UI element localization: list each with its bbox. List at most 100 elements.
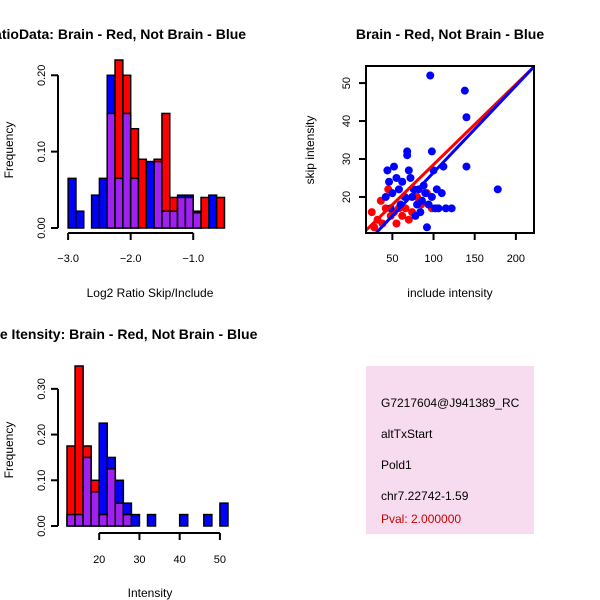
scatter-point-not-brain [426,71,435,80]
scatter-x-tick-label: 200 [507,253,525,265]
scatter-y-tick-label: 50 [341,77,353,89]
ratio_hist-bar-not-brain [208,194,218,229]
intensity_hist-bar-overlap [98,513,108,527]
scatter-point-not-brain [493,185,502,194]
scatter-fit-line-brain [366,66,534,232]
scatter-point-not-brain [421,189,430,198]
ratio-histogram-panel: RatioData: Brain - Red, Not Brain - Blue… [0,26,246,300]
info-pval: Pval: 2.000000 [381,512,461,526]
ratio_hist-bar-overlap [153,160,163,229]
scatter-x-axis-label: include intensity [407,286,492,300]
intensity_hist-bar-overlap [114,502,125,527]
ratio_hist-x-tick-label: −2.0 [120,253,142,265]
ratio_hist-x-axis-label: Log2 Ratio Skip/Include [87,286,214,300]
scatter-point-not-brain [424,200,433,209]
ratio_hist-title: RatioData: Brain - Red, Not Brain - Blue [0,26,246,42]
ratio_hist-y-tick-label: 0.10 [36,141,48,162]
info-panel: G7217604@J941389_RC altTxStart Pold1 chr… [366,366,534,534]
info-probe-id: G7217604@J941389_RC [381,396,520,410]
scatter-x-tick-label: 50 [386,253,398,265]
scatter-point-brain [398,211,407,220]
scatter-point-not-brain [462,162,471,171]
scatter-point-not-brain [406,173,415,182]
intensity_hist-bar-not-brain [219,502,229,527]
scatter-y-tick-label: 40 [341,115,353,127]
ratio_hist-bar-not-brain [75,210,85,229]
intensity_hist-bar-not-brain [178,513,189,527]
scatter-x-tick-label: 150 [466,253,484,265]
ratio_hist-bar-overlap [129,177,140,229]
scatter-y-axis-label: skip intensity [303,116,317,185]
intensity_hist-y-tick-label: 0.20 [36,424,48,445]
scatter-point-not-brain [394,185,403,194]
scatter-plot-panel: Brain - Red, Not Brain - Blue include int… [303,26,544,300]
ratio_hist-bar-not-brain [145,160,155,229]
info-location: chr7.22742-1.59 [381,489,469,503]
intensity_hist-x-tick-label: 30 [133,554,145,566]
scatter-point-not-brain [390,162,398,171]
scatter-point-not-brain [416,208,425,217]
scatter-y-tick-label: 30 [341,153,353,165]
scatter-point-not-brain [427,147,436,156]
ratio_hist-y-tick-label: 0.00 [36,217,48,238]
intensity_hist-bar-not-brain [98,422,108,527]
scatter-x-tick-label: 100 [424,253,442,265]
intensity_hist-y-tick-label: 0.30 [36,378,48,399]
scatter-point-not-brain [381,192,390,201]
scatter-point-brain [392,219,401,228]
scatter-point-not-brain [462,113,471,122]
ratio_hist-bar-overlap [161,210,171,229]
scatter-point-not-brain [392,173,401,182]
intensity_hist-bar-overlap [74,513,84,527]
info-gene: Pold1 [381,458,412,472]
scatter-point-not-brain [434,204,443,213]
scatter-title: Brain - Red, Not Brain - Blue [356,26,544,42]
ratio_hist-x-tick-label: −3.0 [57,253,79,265]
intensity_hist-y-tick-label: 0.00 [36,515,48,536]
intensity_hist-bar-not-brain [203,513,213,527]
scatter-point-not-brain [460,86,469,95]
intensity_hist-bar-overlap [106,468,117,527]
intensity_hist-bar-overlap [66,513,76,527]
scatter-y-tick-label: 20 [341,191,353,203]
scatter-point-not-brain [437,189,446,198]
ratio_hist-bar-overlap [114,177,124,229]
scatter-point-not-brain [427,192,436,201]
intensity_hist-bar-brain [74,365,84,527]
scatter-point-not-brain [404,166,413,175]
scatter-plot-area [366,66,534,233]
ratio_hist-bar-not-brain [90,194,101,229]
ratio_hist-bar-brain [215,196,226,229]
ratio_hist-bar-brain [137,158,148,229]
scatter-point-not-brain [398,177,407,186]
scatter-point-not-brain [447,204,456,213]
ratio_hist-x-tick-label: −1.0 [182,253,204,265]
ratio_hist-y-tick-label: 0.20 [36,65,48,86]
intensity_hist-bar-overlap [122,513,133,527]
ratio_hist-bar-not-brain [98,177,108,229]
intensity_hist-x-axis-label: Intensity [128,586,173,600]
intensity-histogram-panel: Gene Itensity: Brain - Red, Not Brain - … [0,326,258,600]
intensity_hist-x-tick-label: 20 [93,554,105,566]
scatter-point-not-brain [418,196,426,205]
ratio_hist-y-axis-label: Frequency [2,122,16,179]
intensity_hist-bar-not-brain [146,513,157,527]
intensity_hist-x-tick-label: 40 [174,554,186,566]
scatter-point-not-brain [383,166,392,175]
ratio_hist-bar-overlap [184,196,194,229]
ratio_hist-bar-overlap [106,112,116,229]
scatter-point-not-brain [403,147,412,156]
intensity_hist-bar-not-brain [130,513,141,527]
ratio_hist-bar-overlap [169,210,179,229]
info-event-type: altTxStart [381,427,433,441]
intensity_hist-x-tick-label: 50 [214,554,226,566]
intensity_hist-y-axis-label: Frequency [2,422,16,479]
scatter-point-not-brain [388,189,397,198]
intensity_hist-title: Gene Itensity: Brain - Red, Not Brain - … [0,326,258,342]
ratio_hist-bar-overlap [176,196,187,229]
intensity_hist-bar-overlap [82,456,92,527]
scatter-point-not-brain [441,204,450,213]
scatter-point-brain [367,208,376,217]
ratio_hist-bar-overlap [122,112,132,229]
